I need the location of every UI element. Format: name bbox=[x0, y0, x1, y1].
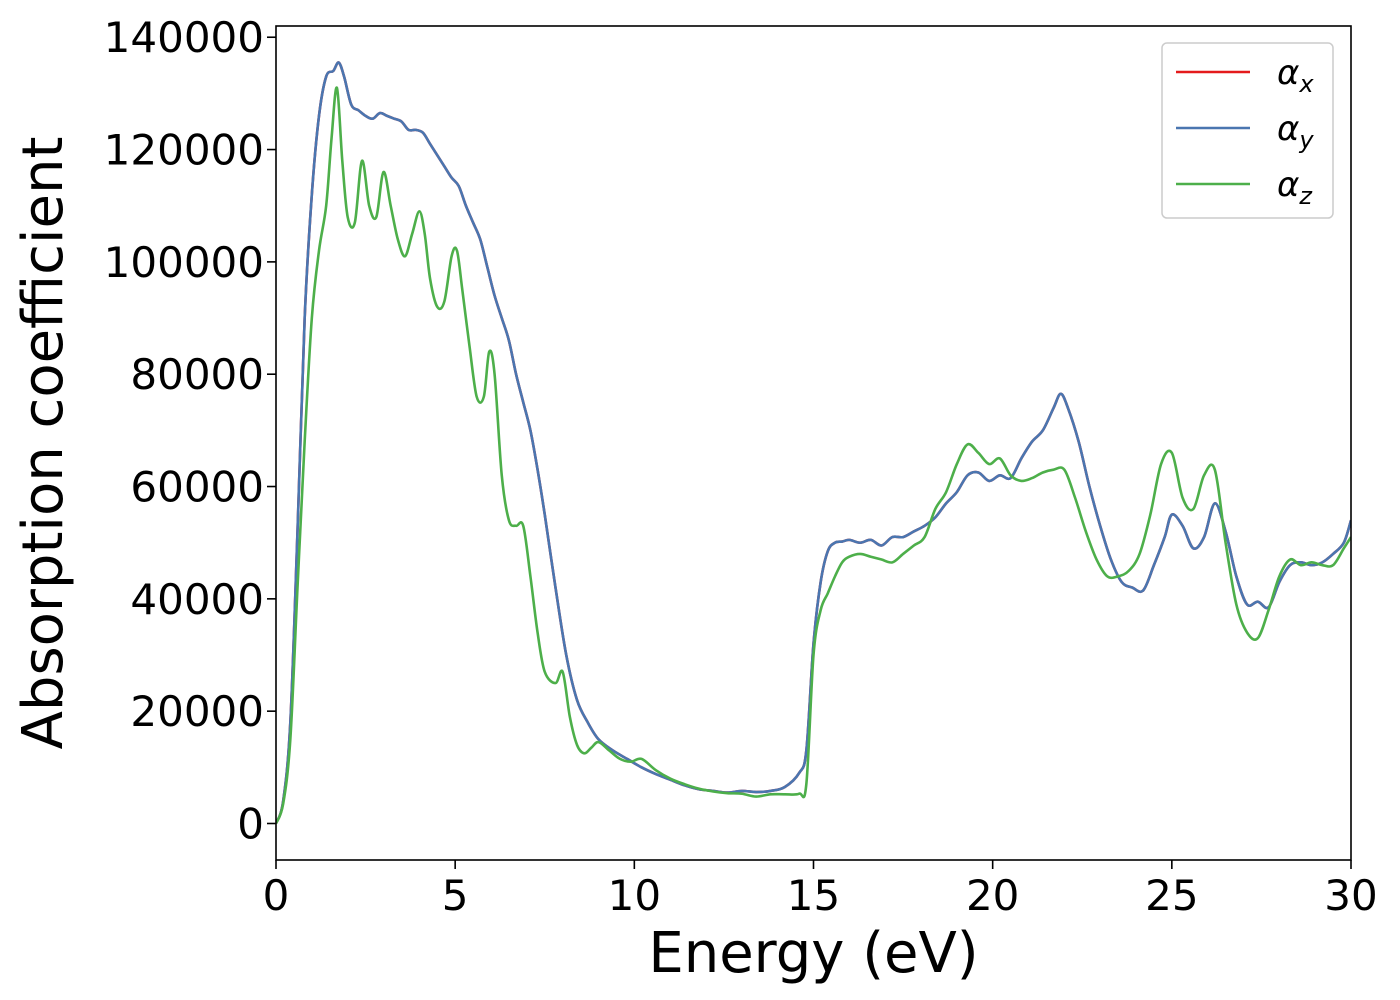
y-tick-label: 80000 bbox=[130, 350, 264, 399]
y-axis: 0 20000 40000 60000 80000 100000 120000 140000 bbox=[104, 13, 276, 848]
legend: αx αy αz bbox=[1161, 42, 1334, 219]
series-line-y bbox=[276, 61, 1351, 824]
y-tick-label: 100000 bbox=[104, 238, 264, 287]
series-line-z bbox=[276, 86, 1351, 825]
legend-item-x: αx bbox=[1176, 53, 1314, 98]
legend-item-y: αy bbox=[1176, 109, 1314, 154]
legend-label: αy bbox=[1277, 109, 1314, 154]
x-tick-label: 0 bbox=[263, 871, 290, 920]
x-tick-label: 20 bbox=[966, 871, 1019, 920]
y-axis-title: Absorption coefficient bbox=[11, 137, 76, 750]
x-tick-label: 15 bbox=[787, 871, 840, 920]
y-tick-label: 140000 bbox=[104, 13, 264, 62]
x-tick-label: 10 bbox=[608, 871, 661, 920]
y-tick-label: 40000 bbox=[130, 575, 264, 624]
x-axis-title: Energy (eV) bbox=[648, 921, 978, 986]
y-tick-label: 20000 bbox=[130, 687, 264, 736]
series-layer bbox=[276, 61, 1351, 825]
legend-label: αx bbox=[1277, 53, 1314, 98]
legend-frame bbox=[1161, 42, 1334, 219]
x-tick-label: 30 bbox=[1324, 871, 1377, 920]
legend-label: αz bbox=[1277, 165, 1313, 210]
y-tick-label: 120000 bbox=[104, 126, 264, 175]
y-tick-label: 60000 bbox=[130, 463, 264, 512]
x-axis: 0 5 10 15 20 25 30 bbox=[263, 860, 1378, 920]
y-tick-label: 0 bbox=[237, 799, 264, 848]
x-tick-label: 25 bbox=[1145, 871, 1198, 920]
x-tick-label: 5 bbox=[442, 871, 469, 920]
legend-item-z: αz bbox=[1176, 165, 1313, 210]
